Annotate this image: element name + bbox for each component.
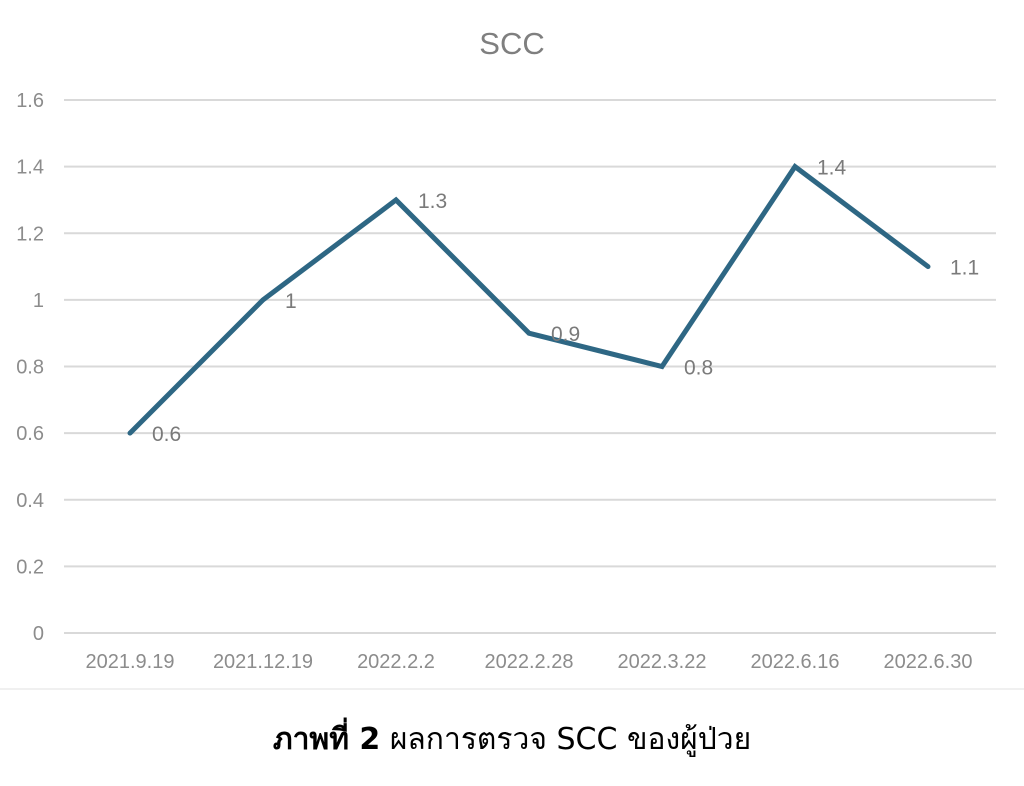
series xyxy=(127,163,931,436)
data-label: 0.8 xyxy=(684,357,713,380)
series-line xyxy=(127,163,931,436)
y-tick-label: 0.6 xyxy=(16,423,44,445)
y-tick-label: 0 xyxy=(33,623,44,645)
y-axis-ticks: 0 0.2 0.4 0.6 0.8 1 1.2 1.4 1.6 xyxy=(16,90,44,645)
caption-text: ผลการตรวจ SCC ของผู้ป่วย xyxy=(380,722,752,757)
y-tick-label: 1 xyxy=(33,290,44,312)
x-tick-label: 2022.2.28 xyxy=(485,651,574,673)
chart-title: SCC xyxy=(479,26,544,61)
y-tick-label: 0.8 xyxy=(16,357,44,379)
caption-label: ภาพที่ 2 xyxy=(272,722,381,757)
x-axis-ticks: 2021.9.19 2021.12.19 2022.2.2 2022.2.28 2022… xyxy=(86,651,973,673)
data-label: 0.9 xyxy=(551,323,580,346)
line-chart: SCC 00.20.40.60.811.21.41.6 2021.9.19 202… xyxy=(16,26,996,673)
x-tick-label: 2022.6.30 xyxy=(884,651,973,673)
chart: SCC 0 0.2 0.4 0.6 0.8 1 1.2 1.4 1.6 2021.9.19 202… xyxy=(16,26,996,673)
x-tick-label: 2021.12.19 xyxy=(213,651,313,673)
x-tick-label: 2022.6.16 xyxy=(751,651,840,673)
y-tick-label: 1.4 xyxy=(16,157,44,179)
x-tick-label: 2022.3.22 xyxy=(618,651,707,673)
grid xyxy=(64,99,996,634)
data-labels: 0.6 1 1.3 0.9 0.8 1.4 1.1 xyxy=(152,157,979,447)
x-tick-label: 2021.9.19 xyxy=(86,651,175,673)
figure-caption: ภาพที่ 2 ผลการตรวจ SCC ของผู้ป่วย xyxy=(0,716,1024,763)
data-label: 1.4 xyxy=(817,157,847,180)
y-tick-label: 1.2 xyxy=(16,223,44,245)
data-label: 1.3 xyxy=(418,190,447,213)
data-label: 0.6 xyxy=(152,423,181,446)
data-label: 1 xyxy=(285,290,297,313)
y-tick-label: 1.6 xyxy=(16,90,44,112)
data-label: 1.1 xyxy=(950,257,979,280)
y-tick-label: 0.2 xyxy=(16,556,44,578)
x-tick-label: 2022.2.2 xyxy=(357,651,435,673)
divider xyxy=(0,688,1024,690)
y-tick-label: 0.4 xyxy=(16,490,44,512)
